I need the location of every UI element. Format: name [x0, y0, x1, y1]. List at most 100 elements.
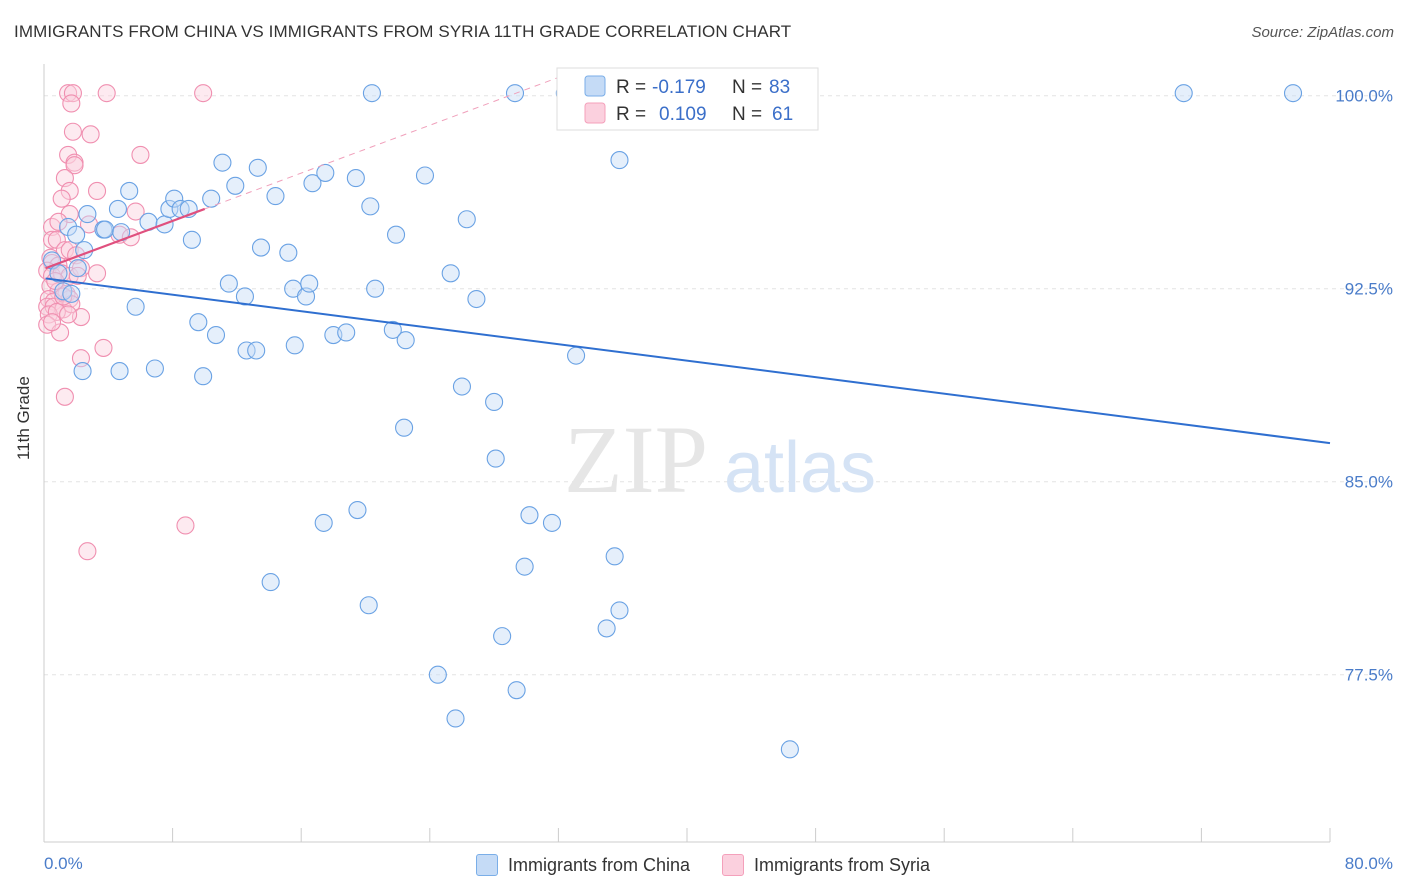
china-point-53	[110, 362, 129, 381]
china-point-8	[96, 220, 115, 239]
china-point-6	[78, 205, 97, 224]
y-tick-label-3: 100.0%	[1335, 87, 1393, 106]
china-point-11	[120, 181, 139, 200]
china-point-54	[145, 359, 164, 378]
china-point-81	[68, 259, 87, 278]
china-point-56	[452, 377, 472, 396]
china-point-24	[316, 163, 335, 182]
china-point-58	[395, 418, 414, 437]
china-point-49	[337, 323, 356, 342]
syria-point-21	[55, 241, 74, 260]
china-point-80	[610, 151, 629, 170]
legend-label-syria: Immigrants from Syria	[754, 854, 931, 875]
china-point-37	[300, 274, 319, 293]
china-point-33	[219, 274, 238, 293]
china-point-60	[314, 513, 333, 532]
legend-swatch-syria	[584, 102, 606, 124]
y-tick-label-1: 85.0%	[1345, 473, 1393, 492]
syria-point-6	[81, 125, 100, 144]
syria-point-52	[94, 338, 113, 357]
x-tick-label-0: 0.0%	[44, 854, 83, 873]
china-point-22	[266, 187, 285, 206]
china-point-78	[1174, 84, 1193, 103]
china-point-79	[1283, 84, 1303, 103]
syria-point-55	[176, 516, 195, 535]
syria-point-44	[47, 302, 66, 321]
china-point-21	[248, 158, 267, 177]
syria-point-5	[63, 122, 82, 141]
grid-lines	[44, 95, 1394, 676]
tick-labels: 77.5% 85.0% 92.5% 100.0% 0.0% 80.0%	[44, 87, 1393, 873]
china-point-31	[251, 238, 271, 257]
x-tick-label-1: 80.0%	[1345, 854, 1393, 873]
legend-swatch-china-bottom	[475, 854, 498, 876]
china-point-45	[237, 341, 256, 360]
syria-point-0	[59, 84, 78, 103]
syria-point-32	[87, 264, 107, 283]
syria-point-10	[131, 145, 150, 164]
legend-r-label-china: R =	[616, 77, 646, 98]
china-point-19	[213, 153, 232, 172]
china-point-20	[226, 176, 245, 195]
legend-item-china: Immigrants from China	[475, 854, 691, 876]
syria-point-9	[65, 156, 84, 175]
syria-trend-extension	[204, 70, 575, 210]
china-point-4	[67, 225, 86, 244]
china-point-67	[359, 596, 378, 615]
y-tick-label-2: 92.5%	[1345, 280, 1393, 299]
china-point-66	[261, 573, 280, 592]
china-point-27	[386, 225, 406, 244]
syria-point-3	[194, 84, 213, 103]
china-point-28	[415, 166, 435, 185]
syria-point-14	[52, 189, 71, 208]
syria-point-19	[42, 230, 62, 249]
china-point-43	[189, 313, 208, 332]
china-point-25	[346, 169, 365, 188]
y-axis-label: 11th Grade	[14, 376, 33, 460]
syria-point-15	[126, 202, 145, 221]
legend-n-value-syria: 61	[772, 104, 793, 125]
china-point-63	[542, 513, 562, 532]
legend-n-label-syria: N =	[732, 104, 762, 125]
china-point-26	[361, 197, 380, 216]
series-legend: Immigrants from China Immigrants from Sy…	[0, 852, 1406, 878]
syria-point-2	[97, 84, 116, 103]
legend-r-label-syria: R =	[616, 104, 646, 125]
axes	[43, 64, 1331, 843]
china-point-73	[446, 709, 465, 728]
china-trend-line	[45, 277, 1331, 445]
syria-point-4	[62, 94, 81, 113]
watermark-zip: ZIP	[564, 406, 708, 513]
china-point-62	[520, 506, 539, 525]
china-point-23	[303, 174, 322, 193]
legend-n-label-china: N =	[732, 77, 762, 98]
syria-trend-line	[45, 207, 206, 270]
trend-lines	[45, 70, 1331, 445]
chart-title: IMMIGRANTS FROM CHINA VS IMMIGRANTS FROM…	[14, 22, 792, 41]
legend-swatch-china	[584, 75, 606, 97]
china-point-68	[493, 627, 512, 646]
syria-point-54	[55, 387, 74, 406]
china-point-40	[467, 289, 486, 309]
china-point-29	[457, 210, 476, 229]
legend-r-value-china: -0.179	[652, 77, 706, 98]
china-point-82	[62, 284, 81, 303]
legend-r-value-syria: 0.109	[659, 104, 707, 125]
china-point-69	[610, 601, 629, 620]
china-point-44	[206, 326, 226, 345]
china-point-75	[362, 84, 381, 103]
china-point-18	[202, 189, 221, 208]
legend-label-china: Immigrants from China	[507, 854, 691, 875]
correlation-legend: R = -0.179 N = 83 R = 0.109 N = 61	[556, 67, 819, 131]
china-point-59	[486, 449, 505, 468]
china-point-65	[515, 557, 534, 576]
china-point-57	[485, 392, 504, 412]
china-point-72	[507, 681, 526, 700]
china-point-64	[605, 547, 624, 566]
china-point-32	[279, 243, 298, 262]
china-point-42	[126, 297, 145, 316]
legend-swatch-syria-bottom	[722, 854, 745, 876]
syria-point-13	[87, 181, 107, 200]
china-point-1	[49, 264, 68, 283]
